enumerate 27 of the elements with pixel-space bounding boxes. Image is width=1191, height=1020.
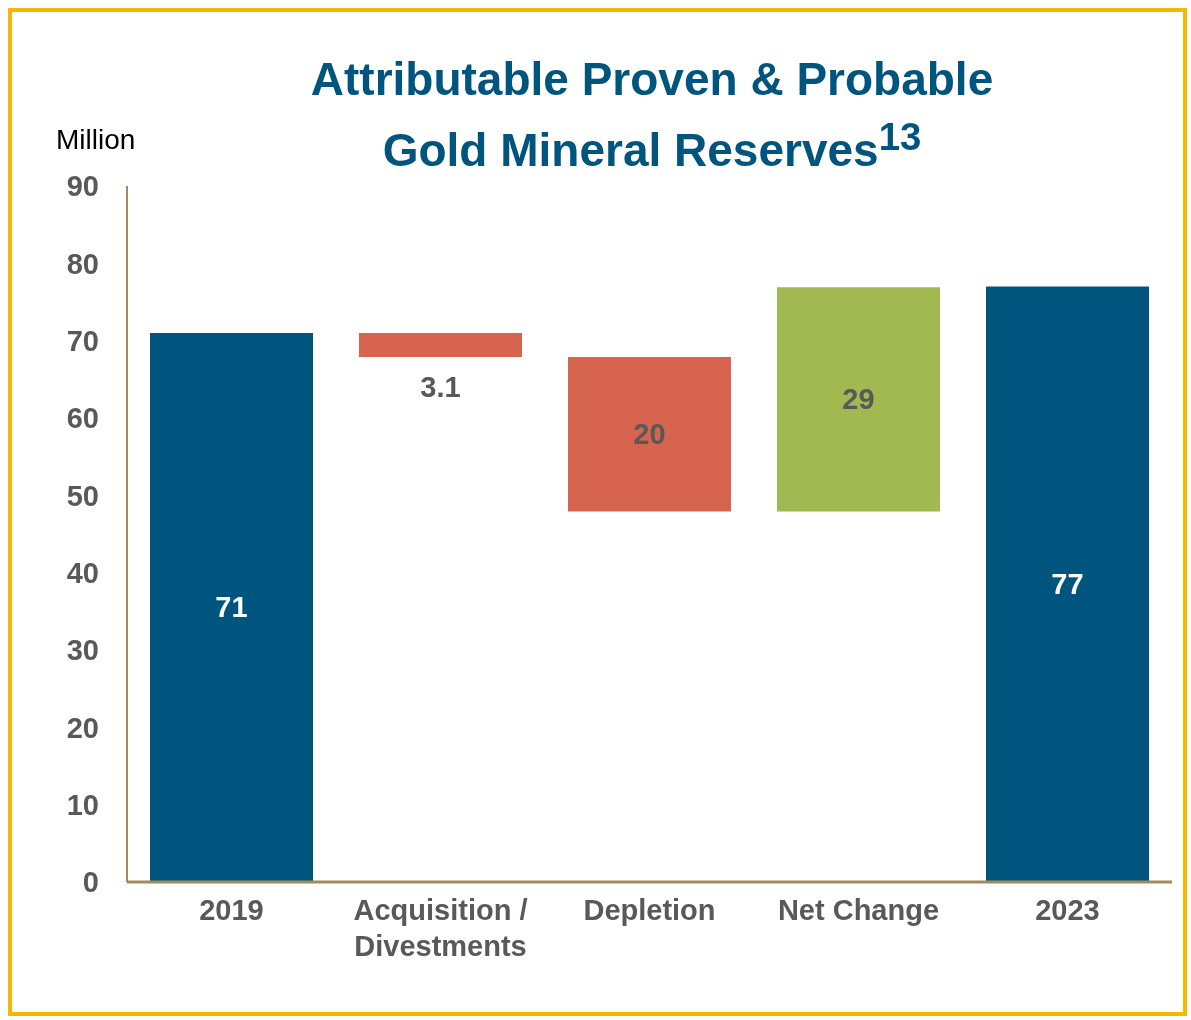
x-tick-label: Depletion bbox=[583, 894, 716, 926]
y-axis-title: Million bbox=[56, 124, 136, 156]
y-tick-label: 40 bbox=[66, 556, 99, 589]
data-label: 71 bbox=[215, 591, 248, 624]
y-tick-label: 20 bbox=[66, 711, 99, 744]
bar bbox=[986, 286, 1149, 882]
data-label: 29 bbox=[842, 383, 875, 416]
y-tick-label: 70 bbox=[66, 324, 99, 357]
y-tick-label: 50 bbox=[66, 479, 99, 512]
y-tick-label: 80 bbox=[66, 247, 99, 280]
y-tick-label: 0 bbox=[82, 866, 99, 899]
data-label: 20 bbox=[633, 418, 666, 451]
x-tick-label: 2019 bbox=[199, 894, 264, 926]
y-tick-label: 10 bbox=[66, 788, 99, 821]
bar bbox=[150, 332, 313, 882]
y-tick-label: 30 bbox=[66, 634, 99, 667]
data-label: 77 bbox=[1051, 568, 1084, 601]
bar bbox=[568, 356, 731, 512]
y-tick-label: 60 bbox=[66, 402, 99, 435]
data-label: 3.1 bbox=[420, 370, 461, 403]
x-tick-label: Acquisition / Divestments bbox=[353, 894, 528, 962]
bar bbox=[777, 287, 940, 512]
bar bbox=[359, 332, 522, 357]
x-tick-label: Net Change bbox=[777, 894, 940, 926]
chart-title: Attributable Proven & Probable Gold Mineral Reserves$^{13}$ bbox=[309, 52, 995, 179]
x-tick-label: 2023 bbox=[1035, 894, 1100, 926]
y-tick-label: 90 bbox=[66, 170, 99, 203]
